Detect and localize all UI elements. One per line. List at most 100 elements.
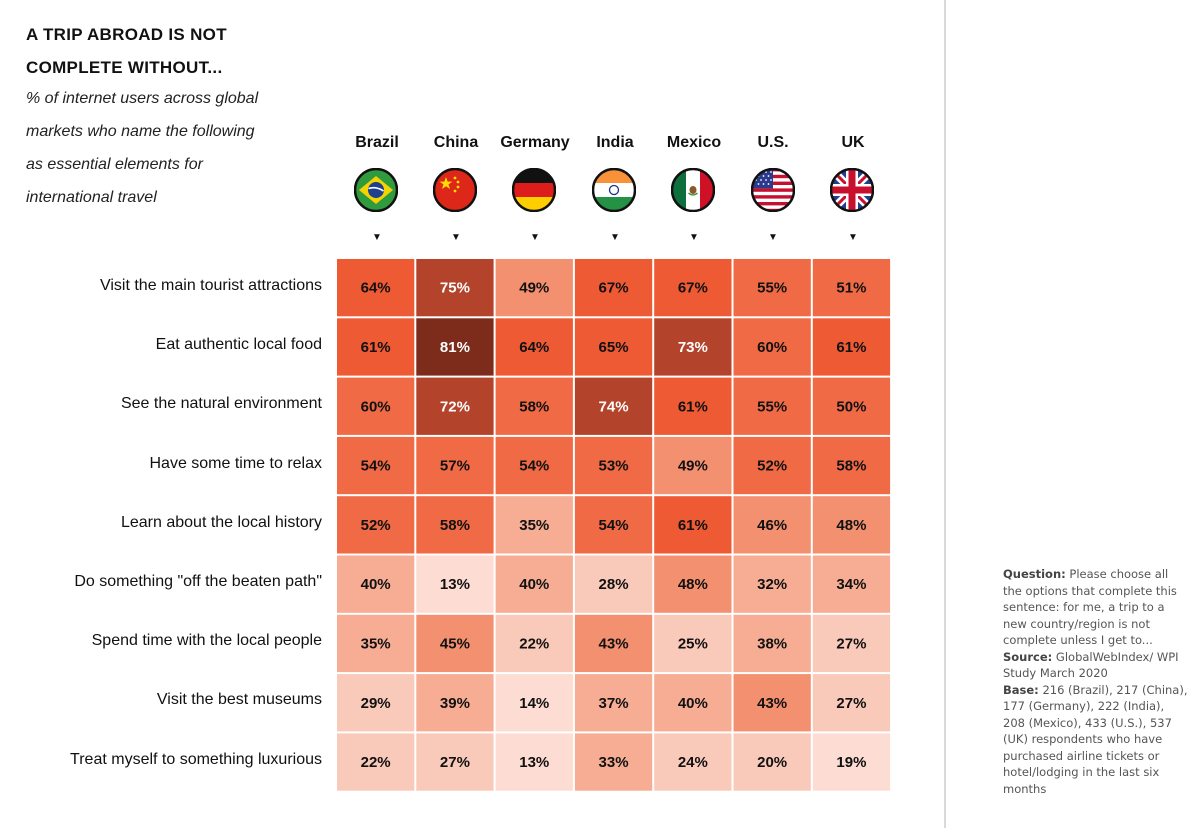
heatmap-cell (416, 377, 494, 435)
row-label: Eat authentic local food (155, 336, 322, 353)
heatmap-cell (733, 733, 811, 791)
cell-value-label: 49% (519, 280, 549, 297)
footnote: Question: Please choose all the options … (1003, 566, 1188, 797)
question-label: Question: (1003, 567, 1066, 581)
heatmap-cell (495, 674, 573, 732)
cell-value-label: 14% (519, 695, 549, 712)
heatmap-cell (416, 259, 494, 317)
cell-value-label: 46% (757, 517, 787, 534)
cell-value-label: 43% (757, 695, 787, 712)
heatmap-cell (574, 614, 653, 673)
heatmap-cell (495, 377, 573, 435)
heatmap-cell (654, 555, 732, 613)
column-header-uk: UK (841, 134, 865, 151)
cell-value-label: 58% (836, 458, 866, 475)
heatmap-cell (574, 496, 653, 554)
cell-value-label: 53% (599, 458, 629, 475)
row-label: Have some time to relax (149, 455, 322, 472)
heatmap-cell (733, 555, 811, 613)
heatmap-cell (654, 436, 732, 495)
cell-value-label: 64% (519, 339, 549, 356)
subtitle-line: as essential elements for (26, 156, 203, 173)
cell-value-label: 60% (361, 398, 391, 415)
row-label: Spend time with the local people (91, 632, 322, 649)
down-arrow-icon: ▼ (610, 232, 620, 243)
cell-value-label: 22% (519, 635, 549, 652)
heatmap-cell (574, 318, 653, 376)
heatmap-cell (574, 733, 653, 791)
row-label: Do something "off the beaten path" (74, 573, 322, 590)
heatmap-cell (574, 555, 653, 613)
row-label: Learn about the local history (120, 514, 322, 531)
chart-title: A TRIP ABROAD IS NOT COMPLETE WITHOUT... (26, 18, 326, 84)
heatmap-cell (654, 318, 732, 376)
cell-value-label: 29% (361, 695, 391, 712)
cell-value-label: 61% (836, 339, 866, 356)
heatmap-cell (337, 377, 415, 435)
row-label: See the natural environment (120, 395, 322, 412)
cell-value-label: 13% (440, 576, 470, 593)
cell-value-label: 72% (440, 398, 470, 415)
cell-value-label: 28% (599, 576, 629, 593)
heatmap-cell (416, 436, 494, 495)
heatmap-cell (337, 436, 415, 495)
chart-subtitle: % of internet users across global market… (26, 82, 336, 214)
cell-value-label: 20% (757, 754, 787, 771)
heatmap-cell (654, 259, 732, 317)
heatmap-cell (812, 614, 891, 673)
mexico-flag-icon (671, 168, 715, 212)
cell-value-label: 57% (440, 458, 470, 475)
subtitle-line: % of internet users across global (26, 90, 259, 107)
cell-value-label: 19% (836, 754, 866, 771)
cell-value-label: 52% (757, 458, 787, 475)
cell-value-label: 48% (836, 517, 866, 534)
germany-flag-icon (512, 168, 556, 212)
subtitle-line: markets who name the following (26, 123, 255, 140)
heatmap-cell (812, 259, 891, 317)
down-arrow-icon: ▼ (689, 232, 699, 243)
heatmap-cell (416, 318, 494, 376)
us-flag-icon (751, 168, 795, 212)
cell-value-label: 37% (599, 695, 629, 712)
cell-value-label: 61% (678, 398, 708, 415)
column-header-brazil: Brazil (355, 134, 399, 151)
heatmap-cell (337, 259, 415, 317)
heatmap-cell (733, 377, 811, 435)
heatmap-cell (812, 674, 891, 732)
heatmap-cell (495, 259, 573, 317)
cell-value-label: 81% (440, 339, 470, 356)
heatmap-cell (654, 496, 732, 554)
cell-value-label: 73% (678, 339, 708, 356)
heatmap-cell (416, 733, 494, 791)
column-header-mexico: Mexico (666, 134, 722, 151)
column-header-china: China (433, 134, 479, 151)
down-arrow-icon: ▼ (372, 232, 382, 243)
cell-value-label: 45% (440, 635, 470, 652)
down-arrow-icon: ▼ (530, 232, 540, 243)
heatmap-cell (574, 377, 653, 435)
cell-value-label: 24% (678, 754, 708, 771)
cell-value-label: 40% (519, 576, 549, 593)
heatmap-cell (416, 674, 494, 732)
column-header-us: U.S. (757, 134, 789, 151)
heatmap-cell (574, 259, 653, 317)
cell-value-label: 43% (599, 635, 629, 652)
heatmap-cell (733, 496, 811, 554)
heatmap-cell (495, 436, 573, 495)
cell-value-label: 39% (440, 695, 470, 712)
down-arrow-icon: ▼ (768, 232, 778, 243)
heatmap-cell (654, 674, 732, 732)
cell-value-label: 49% (678, 458, 708, 475)
cell-value-label: 64% (361, 280, 391, 297)
heatmap-cell (495, 318, 573, 376)
cell-value-label: 38% (757, 635, 787, 652)
cell-value-label: 61% (361, 339, 391, 356)
china-flag-icon (433, 168, 477, 212)
source-label: Source: (1003, 649, 1053, 664)
cell-value-label: 48% (678, 576, 708, 593)
source-text: GlobalWebIndex/ WPI Study March 2020 (1003, 649, 1179, 681)
cell-value-label: 61% (678, 517, 708, 534)
heatmap-cell (812, 436, 891, 495)
cell-value-label: 65% (599, 339, 629, 356)
subtitle-line: international travel (26, 189, 157, 206)
